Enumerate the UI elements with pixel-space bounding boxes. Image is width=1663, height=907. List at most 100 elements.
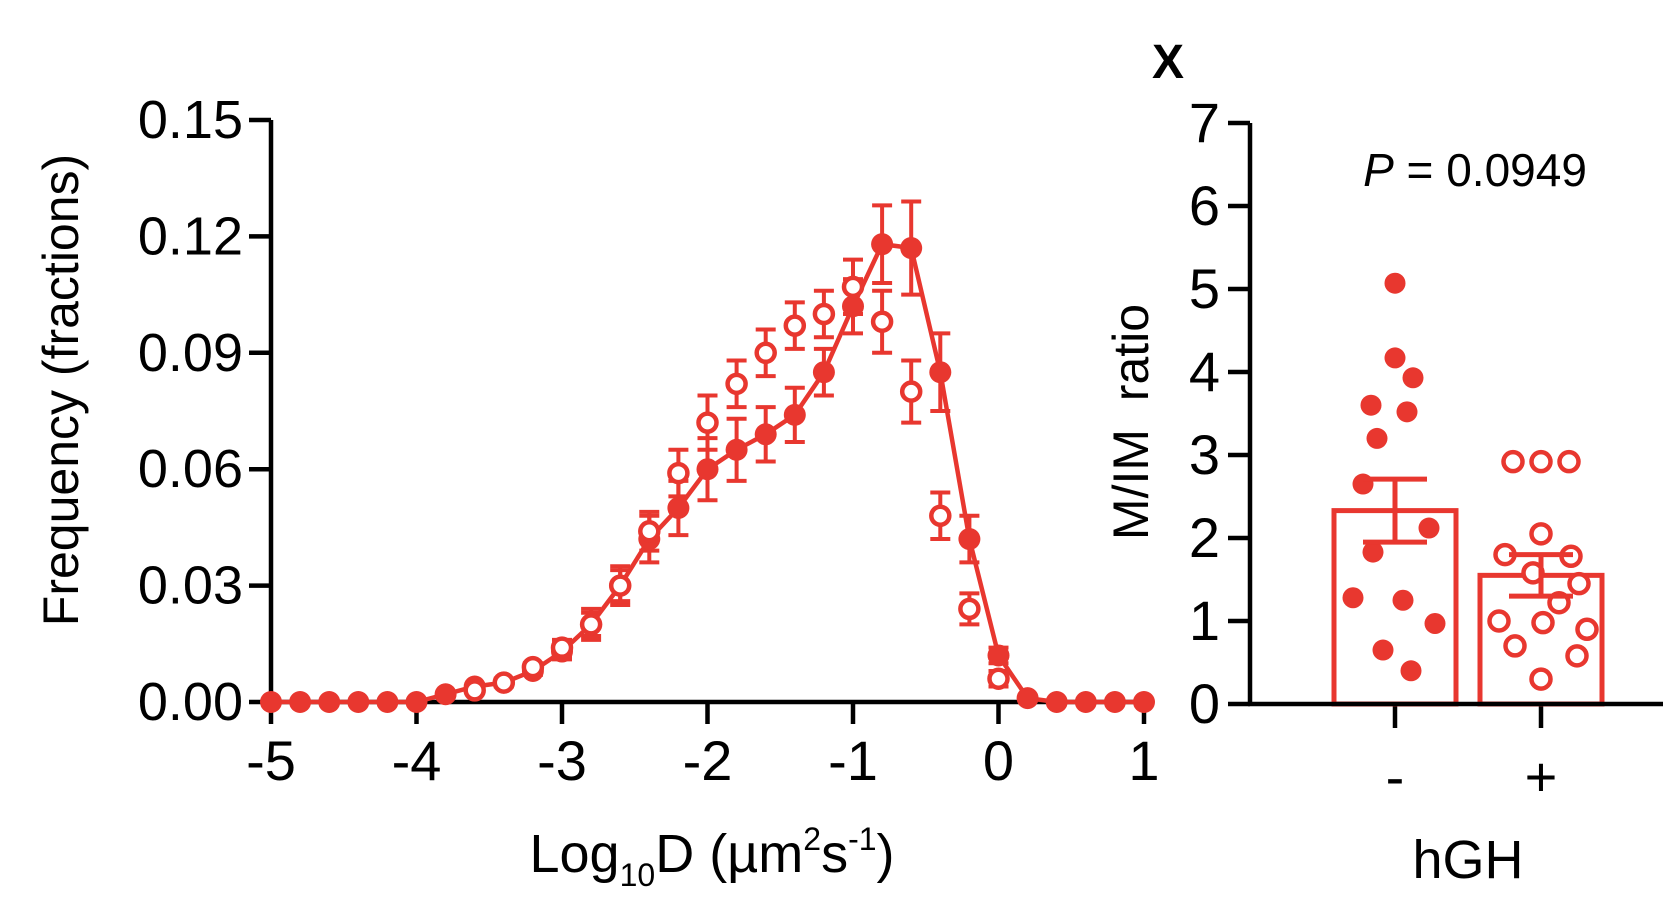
y-tick-label: 0.09 [138, 323, 243, 383]
filled-point [434, 683, 457, 706]
y-tick-label-ratio: 3 [1189, 423, 1220, 486]
open-point [987, 667, 1010, 690]
open-point [870, 310, 894, 334]
x-tick-label: -5 [246, 729, 296, 792]
x-axis-label: Log10D (µm2s-1) [529, 821, 894, 893]
filled-point [289, 691, 312, 713]
filled-point [1133, 691, 1155, 713]
open-point [463, 679, 486, 702]
filled-point [842, 295, 864, 318]
filled-point [260, 691, 282, 713]
filled-dot [1392, 589, 1414, 611]
filled-point [1103, 691, 1126, 713]
y-tick-label-ratio: 6 [1189, 174, 1220, 237]
x-tick-label: -3 [537, 729, 587, 792]
open-point [550, 636, 574, 659]
x-tick-label: 1 [1128, 729, 1159, 792]
dot-points [1342, 272, 1599, 691]
p-value-annotation: P = 0.0949 [1363, 144, 1587, 196]
filled-point [725, 438, 748, 461]
y-tick-label-ratio: 4 [1189, 340, 1220, 403]
y-axis-label-ratio: M/IM ratio [1103, 304, 1159, 540]
sem-bars [1363, 476, 1573, 599]
open-dot [1529, 449, 1553, 474]
open-point [725, 372, 748, 396]
x-tick-label: 0 [983, 729, 1014, 792]
open-point [667, 461, 690, 485]
filled-point [1016, 687, 1039, 710]
open-point [608, 574, 632, 597]
y-axis-ticks-ratio: 0 1 2 3 4 5 6 7 [1189, 91, 1250, 735]
y-tick-label-ratio: 2 [1189, 506, 1220, 569]
y-tick-label-ratio: 5 [1189, 257, 1220, 320]
data-points [260, 233, 1155, 713]
filled-dot [1384, 347, 1406, 369]
open-point [929, 504, 952, 528]
x-tick-label: -2 [683, 729, 733, 792]
filled-point [1045, 691, 1068, 713]
y-tick-label: 0.00 [138, 672, 243, 732]
open-dot [1487, 609, 1511, 633]
filled-dot [1396, 401, 1418, 423]
filled-point [405, 691, 428, 713]
filled-point [958, 528, 981, 551]
filled-point [929, 361, 952, 384]
filled-point [1074, 691, 1097, 713]
open-dot [1501, 449, 1525, 474]
x-axis-ticks: -5 -4 -3 -2 -1 0 1 [246, 702, 1160, 792]
filled-dot [1366, 427, 1388, 449]
open-point [696, 411, 719, 434]
open-point [812, 302, 836, 326]
open-point [579, 613, 603, 636]
filled-point [987, 644, 1010, 667]
y-tick-label: 0.03 [138, 556, 243, 616]
y-tick-label: 0.06 [138, 439, 243, 499]
frequency-chart: Frequency (fractions) 0.00 0.03 0.06 0.09 0.… [33, 90, 1160, 893]
open-point [899, 380, 923, 403]
open-point [841, 275, 865, 299]
open-point [754, 341, 777, 365]
filled-point [318, 691, 341, 713]
open-dot [1529, 667, 1553, 691]
x-axis-ticks-ratio: - + [1386, 704, 1558, 808]
open-point [492, 671, 516, 694]
x-tick-label: -1 [828, 729, 878, 792]
open-dot [1531, 610, 1555, 635]
filled-point [783, 403, 806, 426]
y-tick-label-ratio: 1 [1189, 589, 1220, 652]
filled-dot [1424, 612, 1446, 634]
open-dot [1529, 522, 1553, 546]
y-axis-label: Frequency (fractions) [33, 154, 89, 626]
category-label: - [1386, 745, 1405, 808]
filled-point [347, 691, 370, 713]
open-point [783, 314, 807, 337]
open-dot [1557, 449, 1581, 474]
panel-label: X [1152, 36, 1184, 89]
open-point [521, 655, 545, 679]
x-axis-label-ratio: hGH [1412, 830, 1523, 890]
y-tick-label: 0.15 [138, 90, 243, 150]
filled-point [667, 497, 690, 519]
y-tick-label: 0.12 [138, 206, 243, 266]
filled-point [754, 423, 777, 446]
y-tick-label-ratio: 7 [1189, 91, 1220, 154]
open-point [638, 520, 661, 543]
filled-dot [1360, 394, 1382, 416]
filled-point [871, 233, 894, 256]
sem-bar [1509, 552, 1573, 599]
y-tick-label-ratio: 0 [1189, 672, 1220, 735]
filled-dot [1342, 587, 1364, 609]
open-dot [1565, 644, 1589, 668]
filled-point [900, 237, 923, 260]
filled-dot [1402, 367, 1424, 389]
open-dot [1575, 617, 1599, 642]
filled-point [696, 458, 719, 481]
category-label: + [1525, 745, 1558, 808]
x-tick-label: -4 [392, 729, 442, 792]
open-dot [1567, 571, 1591, 596]
filled-dot [1384, 272, 1406, 294]
filled-dot [1418, 517, 1440, 539]
filled-dot [1362, 541, 1384, 563]
